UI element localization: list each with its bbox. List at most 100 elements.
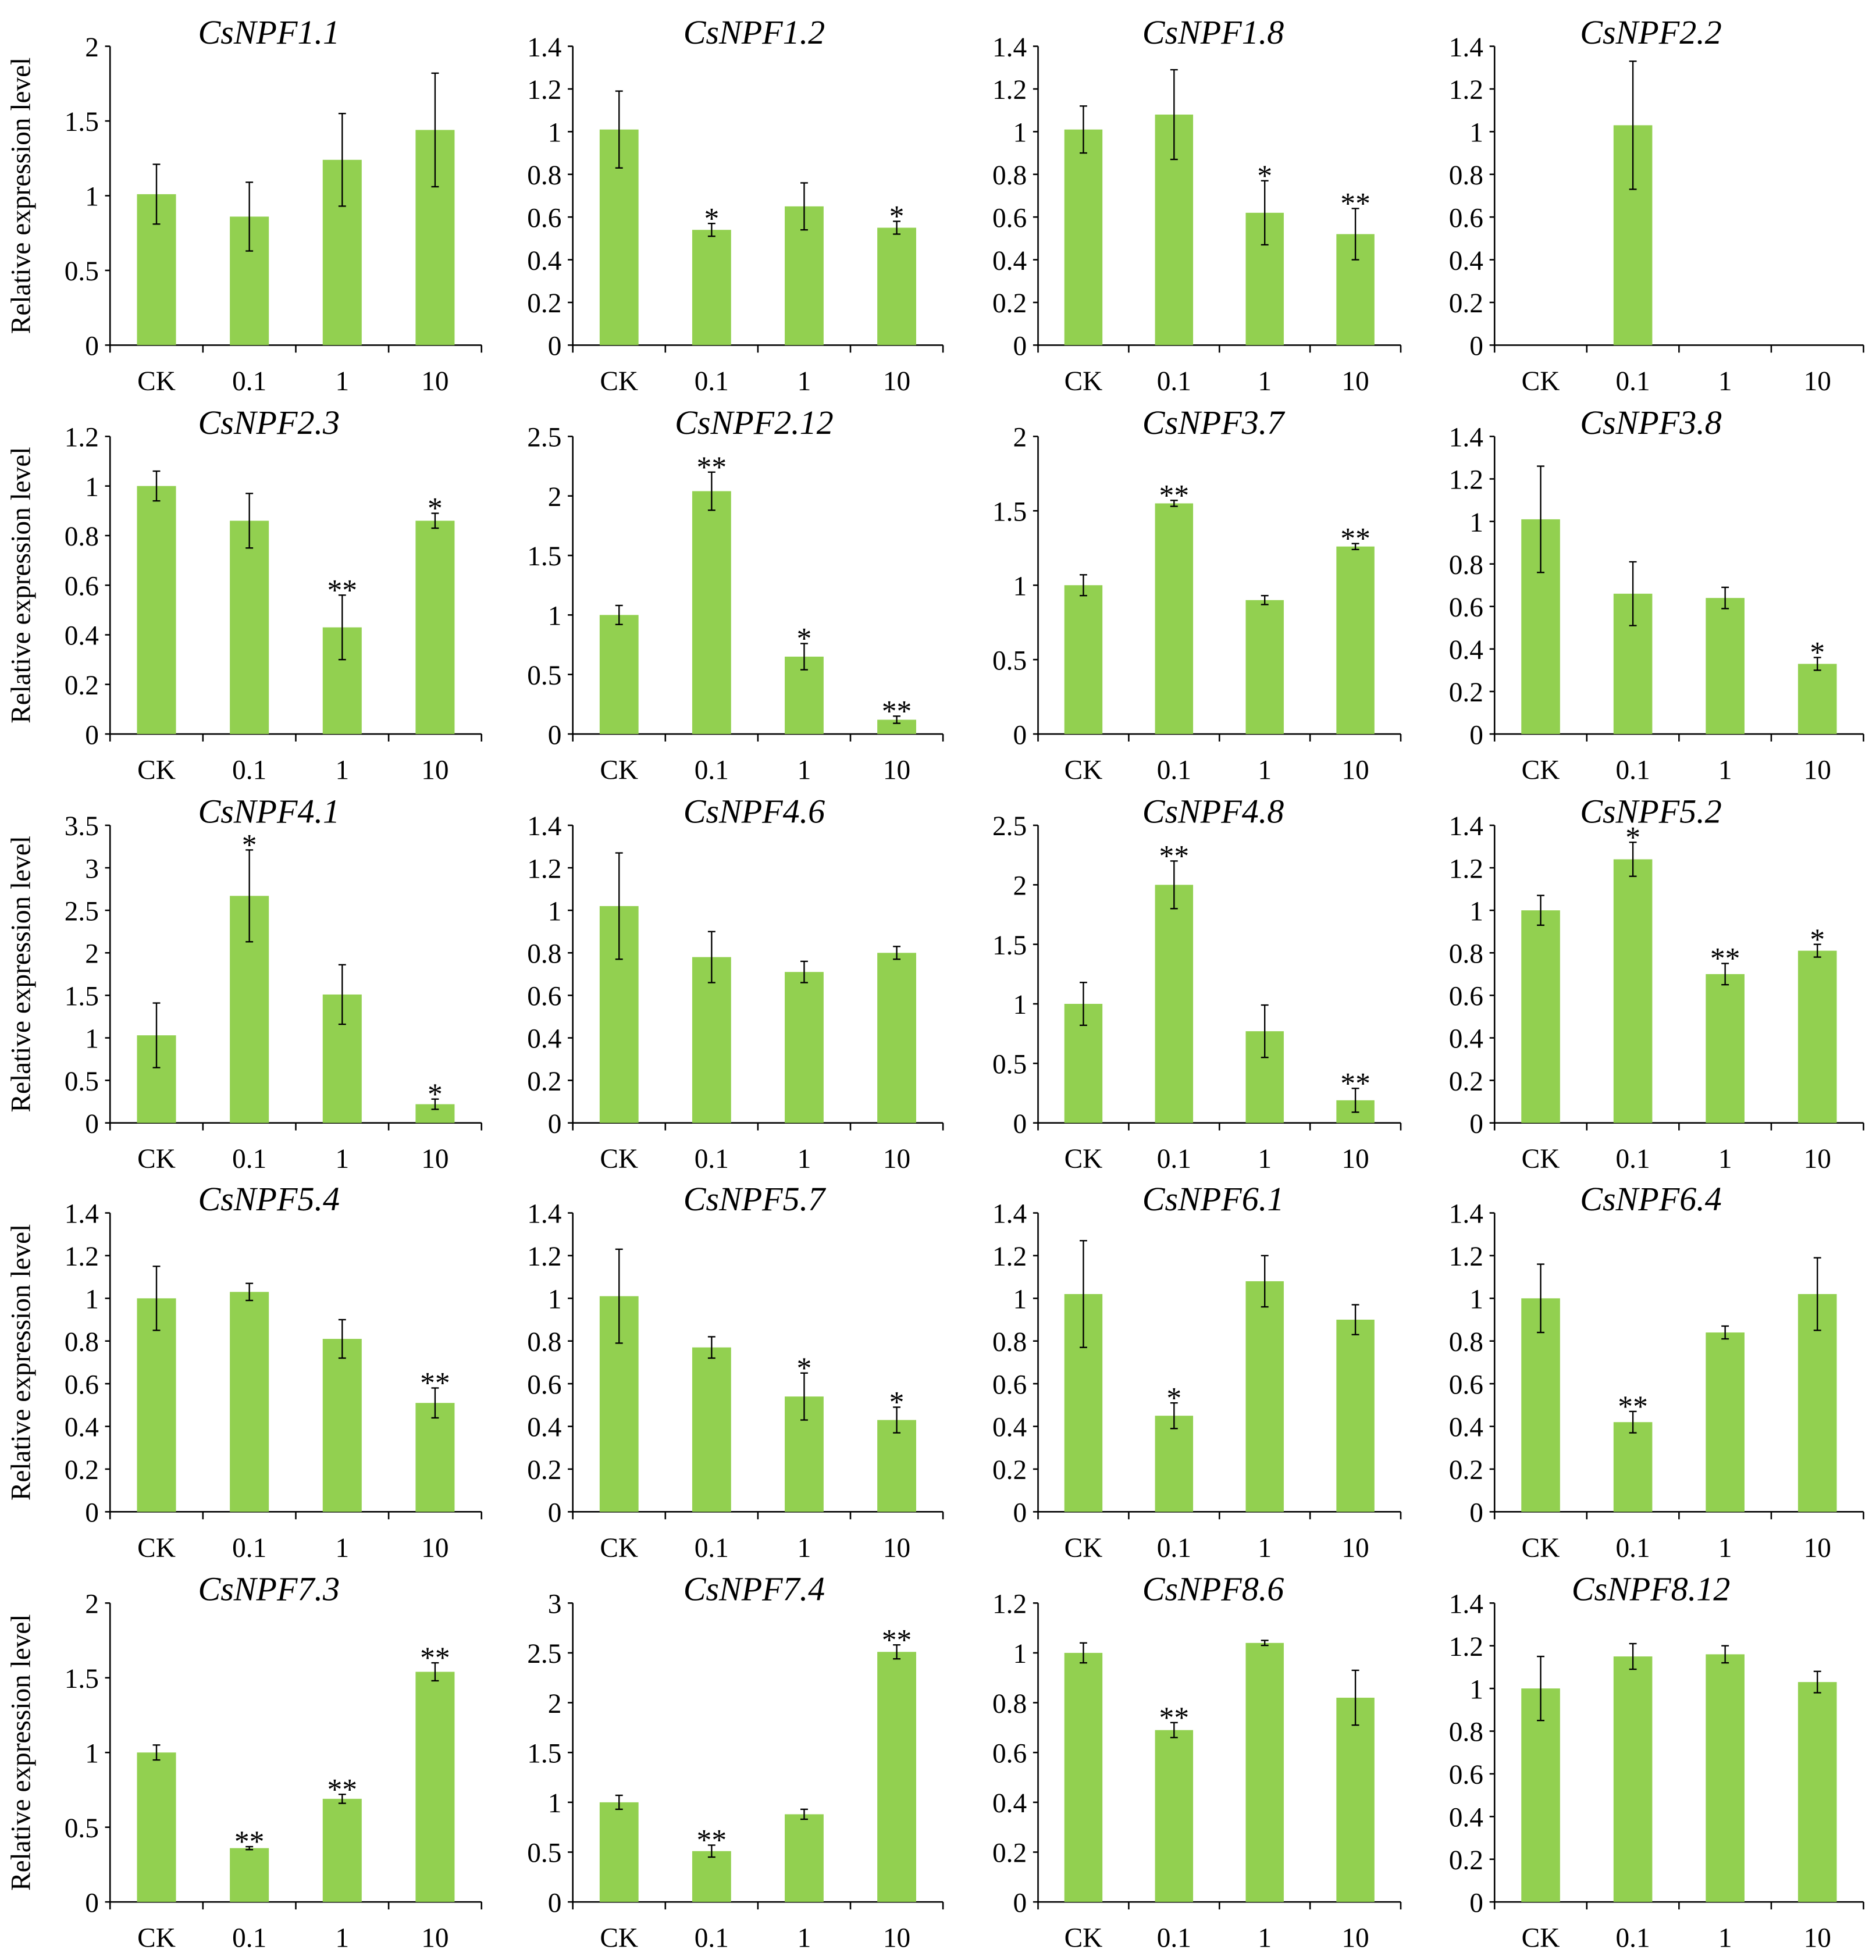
significance-marker: ** — [697, 451, 727, 484]
y-tick-label: 0.8 — [1449, 161, 1483, 191]
y-tick-label: 0.8 — [65, 1327, 99, 1357]
y-axis-label: Relative expression level — [6, 447, 37, 723]
y-tick-label: 0.2 — [1449, 678, 1483, 708]
x-tick-label: 10 — [883, 755, 910, 785]
bar — [692, 957, 731, 1123]
y-tick-label: 0.6 — [1449, 982, 1483, 1012]
y-tick-label: 1 — [1469, 1285, 1483, 1315]
y-tick-label: 1 — [85, 182, 99, 212]
x-tick-label: 1 — [335, 1923, 349, 1954]
chart-title: CsNPF6.1 — [1142, 1180, 1284, 1218]
y-tick-label: 0.2 — [1449, 1067, 1483, 1097]
bar — [692, 230, 731, 345]
y-tick-label: 1 — [1013, 118, 1027, 148]
y-tick-label: 2 — [85, 33, 99, 63]
y-axis-label: Relative expression level — [6, 836, 37, 1112]
y-tick-label: 0.2 — [992, 288, 1027, 319]
x-tick-label: CK — [1522, 1533, 1560, 1563]
y-tick-label: 0.5 — [527, 661, 561, 691]
y-tick-label: 0 — [1469, 1109, 1483, 1139]
y-tick-label: 0.2 — [992, 1455, 1027, 1485]
bar — [877, 227, 916, 345]
y-tick-label: 0.6 — [992, 1738, 1027, 1769]
y-tick-label: 1.5 — [65, 982, 99, 1012]
y-tick-label: 0.4 — [527, 1413, 561, 1443]
y-tick-label: 1.5 — [992, 497, 1027, 527]
bar — [1155, 885, 1194, 1123]
significance-marker: * — [704, 202, 719, 236]
x-tick-label: 0.1 — [1157, 1144, 1191, 1174]
y-tick-label: 0 — [85, 720, 99, 750]
significance-marker: * — [889, 200, 905, 233]
bar — [415, 521, 455, 735]
y-tick-label: 0.6 — [1449, 203, 1483, 233]
y-tick-label: 0 — [1013, 1498, 1027, 1528]
y-tick-label: 0 — [1469, 1498, 1483, 1528]
bar — [877, 1652, 916, 1902]
significance-marker: ** — [1618, 1390, 1648, 1423]
significance-marker: ** — [882, 1624, 912, 1657]
bar — [1155, 503, 1194, 735]
y-tick-label: 1.2 — [992, 1242, 1027, 1272]
x-tick-label: CK — [137, 366, 176, 397]
x-tick-label: 1 — [1258, 1144, 1272, 1174]
y-tick-label: 0 — [548, 332, 562, 362]
x-tick-label: 0.1 — [1157, 755, 1191, 785]
y-tick-label: 1.2 — [527, 75, 561, 105]
significance-marker: ** — [1340, 522, 1370, 555]
significance-marker: * — [428, 1078, 443, 1111]
x-tick-label: 1 — [335, 366, 349, 397]
x-tick-label: 1 — [798, 1144, 811, 1174]
y-tick-label: 1 — [1013, 990, 1027, 1020]
bar — [1064, 1652, 1103, 1902]
bar — [1797, 1682, 1837, 1902]
x-tick-label: CK — [1522, 755, 1560, 785]
y-tick-label: 0 — [1013, 332, 1027, 362]
x-tick-label: CK — [1065, 366, 1103, 397]
x-tick-label: CK — [600, 1533, 638, 1563]
y-tick-label: 1 — [548, 1285, 562, 1315]
x-tick-label: 10 — [421, 1144, 448, 1174]
y-tick-label: 0.2 — [992, 1838, 1027, 1869]
bar — [1706, 598, 1745, 735]
bar — [137, 486, 176, 735]
y-tick-label: 1.2 — [1449, 854, 1483, 884]
x-tick-label: 0.1 — [232, 1533, 266, 1563]
x-tick-label: CK — [1522, 1144, 1560, 1174]
y-tick-label: 3.5 — [65, 811, 99, 842]
y-tick-label: 2.5 — [992, 811, 1027, 842]
bar — [1797, 950, 1837, 1123]
y-tick-label: 0.5 — [65, 1813, 99, 1844]
y-tick-label: 0.6 — [527, 982, 561, 1012]
x-tick-label: 10 — [421, 1923, 448, 1954]
x-tick-label: 1 — [1258, 1923, 1272, 1954]
y-tick-label: 2 — [548, 1689, 562, 1719]
y-tick-label: 0.8 — [992, 161, 1027, 191]
bar — [415, 1403, 455, 1512]
y-tick-label: 2.5 — [527, 1639, 561, 1669]
y-tick-label: 0 — [1469, 720, 1483, 750]
x-tick-label: 10 — [1804, 755, 1831, 785]
y-tick-label: 1.2 — [1449, 1632, 1483, 1662]
y-tick-label: 0 — [548, 720, 562, 750]
y-tick-label: 0.5 — [992, 646, 1027, 676]
y-tick-label: 0.5 — [527, 1838, 561, 1869]
x-tick-label: 10 — [421, 366, 448, 397]
x-tick-label: 10 — [1804, 1533, 1831, 1563]
y-tick-label: 0.6 — [992, 203, 1027, 233]
y-tick-label: 0.6 — [65, 571, 99, 601]
y-tick-label: 0.8 — [65, 522, 99, 552]
y-tick-label: 0.2 — [1449, 288, 1483, 319]
bar — [230, 521, 269, 735]
significance-marker: * — [1810, 923, 1825, 956]
y-tick-label: 1 — [548, 896, 562, 926]
y-tick-label: 1 — [1013, 1285, 1027, 1315]
significance-marker: ** — [420, 1367, 450, 1400]
x-tick-label: 1 — [1718, 1533, 1732, 1563]
y-tick-label: 1 — [85, 1285, 99, 1315]
y-tick-label: 1.4 — [65, 1199, 99, 1230]
chart-title: CsNPF2.12 — [675, 404, 834, 441]
significance-marker: * — [1166, 1382, 1181, 1415]
bar — [1521, 910, 1560, 1123]
